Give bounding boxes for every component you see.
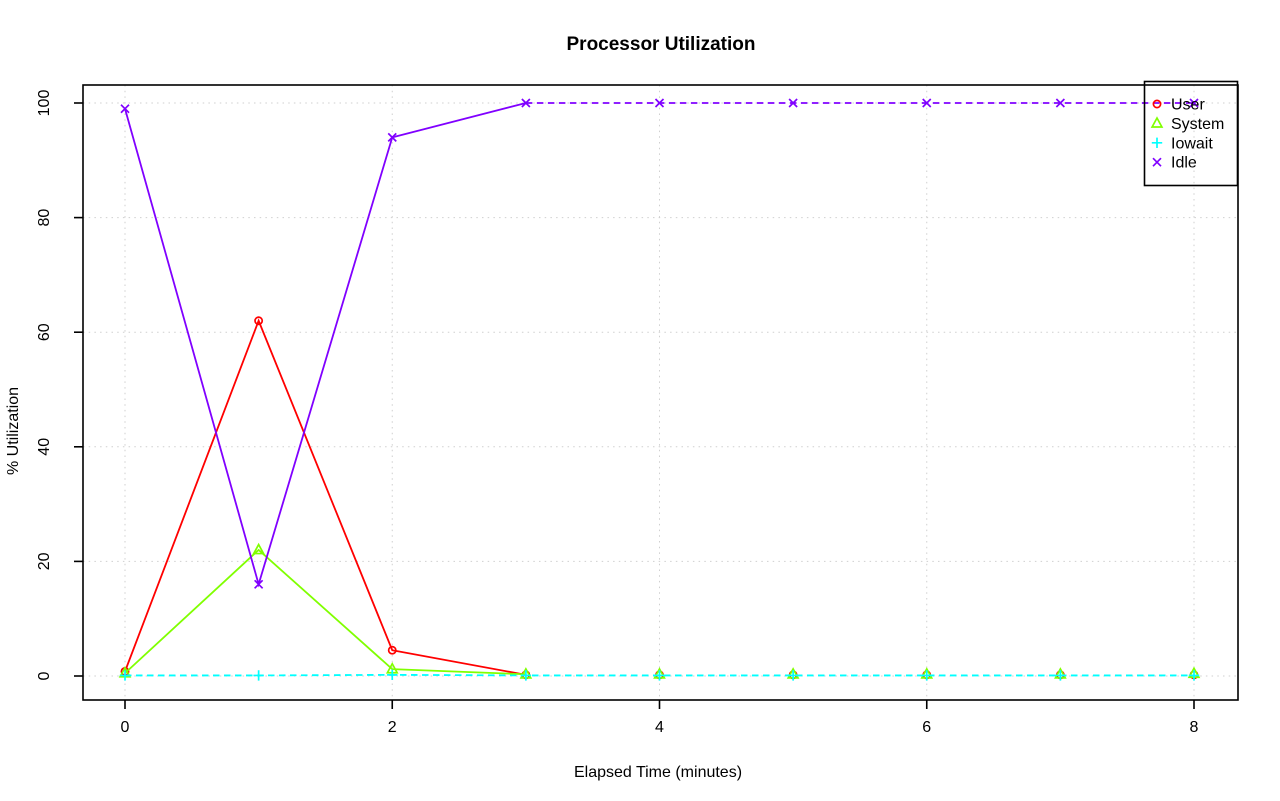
plus-marker: [921, 670, 932, 681]
series-line: [124, 102, 527, 588]
legend-item-idle: Idle: [1152, 155, 1197, 172]
series-line: [125, 673, 1194, 677]
y-axis-label: % Utilization: [5, 387, 22, 475]
series-idle: [120, 98, 1199, 589]
legend-label: Idle: [1171, 155, 1197, 172]
legend-item-user: User: [1152, 97, 1205, 114]
triangle-marker: [252, 542, 265, 555]
legend: User System Iowait Idle: [1143, 80, 1239, 187]
x-marker: [654, 98, 665, 108]
circle-marker: [254, 316, 264, 326]
plot-border: [82, 84, 1239, 701]
series-line: [124, 548, 526, 676]
triangle-marker: [1150, 116, 1164, 128]
legend-box: [1143, 80, 1239, 187]
x-marker: [254, 579, 264, 589]
x-marker: [120, 104, 130, 114]
circle-marker: [1152, 99, 1162, 109]
x-tick-label: 6: [922, 719, 931, 736]
data-series: [118, 98, 1201, 681]
y-tick-label: 100: [36, 90, 53, 117]
x-marker: [1152, 157, 1162, 167]
x-marker: [922, 98, 932, 108]
y-tick-label: 20: [36, 552, 53, 570]
y-tick-label: 0: [36, 671, 53, 680]
plus-marker: [119, 670, 131, 681]
x-marker: [1055, 98, 1065, 108]
chart-title: Processor Utilization: [567, 34, 756, 55]
x-tick-label: 2: [388, 719, 397, 736]
legend-item-system: System: [1150, 116, 1224, 133]
plus-marker: [253, 670, 264, 681]
plus-marker: [520, 670, 532, 681]
x-marker: [788, 98, 798, 108]
legend-label: System: [1171, 116, 1224, 133]
plus-marker: [654, 670, 665, 681]
y-tick-label: 80: [36, 209, 53, 227]
x-marker: [1189, 98, 1199, 108]
series-iowait: [119, 669, 1200, 681]
legend-label: Iowait: [1171, 135, 1213, 152]
plus-marker: [787, 670, 799, 681]
gridlines: [83, 85, 1238, 700]
y-tick-label: 40: [36, 438, 53, 456]
y-tick-label: 60: [36, 323, 53, 341]
plus-marker: [387, 669, 398, 681]
x-axis-label: Elapsed Time (minutes): [574, 764, 742, 781]
x-tick-label: 8: [1190, 719, 1199, 736]
x-marker: [387, 132, 397, 142]
legend-item-iowait: Iowait: [1151, 135, 1213, 152]
circle-marker: [387, 645, 397, 655]
x-tick-label: 0: [121, 719, 130, 736]
plus-marker: [1151, 137, 1163, 148]
plus-marker: [1188, 670, 1200, 681]
series-line: [124, 318, 527, 676]
x-tick-label: 4: [655, 719, 664, 736]
x-marker: [521, 98, 531, 108]
plus-marker: [1055, 670, 1066, 681]
legend-label: User: [1171, 97, 1205, 114]
